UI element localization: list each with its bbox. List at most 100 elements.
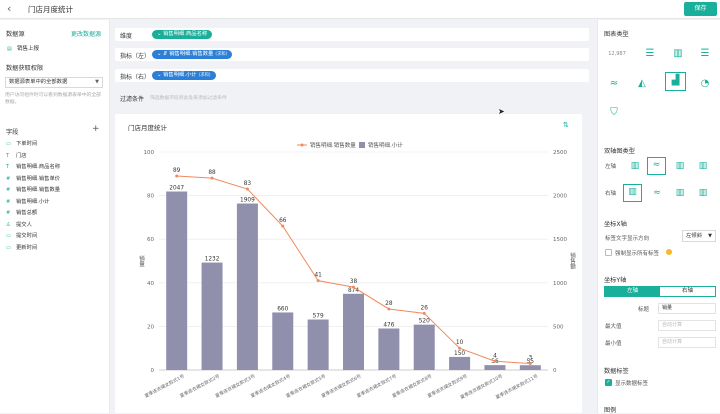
y-left-axis-title: 销量 [138, 254, 145, 268]
y-title-input[interactable]: 销量 [658, 303, 716, 314]
field-item[interactable]: ▭ 更新时间 [6, 243, 60, 255]
form-icon: ▤ [7, 46, 12, 52]
bar [166, 191, 188, 370]
field-item[interactable]: ▭ 下单时间 [6, 139, 60, 151]
number-card-icon[interactable]: 12,987 [608, 51, 626, 57]
field-item[interactable]: ▭ 提交时间 [6, 231, 60, 243]
metric-left-chip[interactable]: ⌄ ⇵ 销售明细.销售数量 (求和) [152, 50, 233, 59]
table-icon[interactable]: ☰ [645, 48, 655, 59]
line-point [387, 307, 391, 311]
field-item[interactable]: ♙ 提交人 [6, 220, 60, 232]
user-icon: ♙ [6, 221, 11, 228]
add-field-icon[interactable]: + [92, 124, 100, 134]
dimension-bar: 维度 ⌄ 销售明细.商品名称 [115, 28, 589, 41]
metric-left-label: 指标（左） [120, 53, 151, 60]
field-item[interactable]: # 销售总额 [6, 208, 60, 220]
field-label: 提交人 [16, 221, 32, 228]
permission-select[interactable]: 数据源表单中的全部数据 ▼ [5, 77, 103, 88]
line-data-label: 26 [421, 305, 429, 311]
chart-settings-icon[interactable]: ⇅ [563, 121, 569, 129]
field-label: 门店 [16, 152, 27, 159]
y-max-input[interactable]: 自动计算 [658, 320, 716, 331]
x-label-direction-select[interactable]: 左倾斜 ▼ [682, 230, 716, 242]
right-axis-line-icon[interactable]: ≈ [653, 188, 661, 198]
field-label: 销售总额 [16, 210, 38, 216]
bar-data-label: 520 [419, 319, 430, 325]
permission-hint: 用户访问组件时可以看到数据源表单中的全部数据。 [5, 93, 101, 105]
x-label-direction-label: 标签文字显示方向 [605, 236, 650, 242]
bar [378, 328, 400, 370]
bar [484, 365, 506, 370]
tab-right-axis[interactable]: 右轴 [681, 288, 693, 294]
dimension-chip[interactable]: ⌄ 销售明细.商品名称 [152, 30, 213, 39]
chart-card: 门店月度统计 ⇅ 0 20 40 60 80 100 0 500 1000 1500 2000 250… [115, 114, 582, 413]
field-item[interactable]: # 销售明细.销售单价 [6, 174, 60, 186]
permission-heading: 数据获取权限 [6, 65, 44, 72]
top-bar: ‹ 门店月度统计 保存 [0, 0, 720, 19]
line-chart-icon[interactable]: ≈ [609, 78, 619, 89]
left-axis-line-icon[interactable]: ≈ [647, 157, 666, 175]
line-point [493, 359, 497, 363]
bar-chart-icon[interactable]: ☰ [700, 48, 710, 59]
line-data-label: 3 [528, 355, 532, 361]
y-right-axis-title: 销售额 [569, 252, 576, 271]
y-right-tick-label: 2000 [553, 194, 567, 200]
chevron-down-icon: ▼ [708, 233, 712, 239]
bar-data-label: 579 [313, 314, 324, 320]
tab-left-axis[interactable]: 左轴 [605, 287, 660, 296]
datasource-item[interactable]: ▤ 销售上报 [7, 46, 40, 52]
right-axis-area-icon[interactable]: ▥ [675, 188, 685, 198]
right-axis-bar-icon[interactable]: ▥ [623, 184, 642, 202]
bar [343, 293, 364, 370]
field-label: 更新时间 [16, 244, 38, 251]
text-icon: T [6, 152, 10, 159]
line-data-label: 83 [244, 181, 252, 187]
line-point [175, 174, 179, 178]
field-label: 下单时间 [16, 141, 38, 147]
help-icon[interactable] [666, 249, 672, 255]
funnel-chart-icon[interactable]: ⛉ [610, 107, 618, 118]
filter-placeholder: 筛选数据字段到此处来添加过滤条件 [150, 96, 227, 101]
legend-label: 销售明细.销售数量 [310, 141, 356, 149]
data-labels-heading: 数据标签 [604, 368, 629, 375]
column-chart-icon[interactable]: ▥ [673, 48, 683, 59]
field-item[interactable]: # 销售明细.销售数量 [6, 185, 60, 197]
bar-data-label: 1909 [240, 198, 255, 204]
right-axis-stack-icon[interactable]: ▥ [698, 188, 708, 198]
field-item[interactable]: T 门店 [6, 151, 60, 163]
line-data-label: 41 [314, 273, 322, 279]
chevron-left-icon[interactable]: ‹ [7, 2, 12, 15]
bar [236, 203, 258, 370]
force-labels-checkbox[interactable] [605, 249, 612, 256]
left-axis-bar-icon[interactable]: ▥ [630, 161, 640, 171]
date-icon: ▭ [6, 233, 11, 239]
left-axis-area-icon[interactable]: ▥ [675, 161, 685, 171]
y-left-tick-label: 20 [147, 324, 154, 330]
dimension-label: 维度 [120, 33, 133, 40]
y-min-input[interactable]: 自动计算 [658, 337, 716, 348]
field-label: 销售明细.销售单价 [16, 175, 61, 182]
y-left-tick-label: 100 [144, 150, 155, 156]
bar [449, 356, 471, 370]
y-axis-heading: 坐标Y轴 [604, 277, 627, 284]
line-data-label: 66 [279, 218, 287, 224]
dual-axis-chart-icon[interactable]: ▟ [665, 72, 686, 91]
line-point [281, 224, 285, 228]
left-axis-stack-icon[interactable]: ▥ [698, 161, 708, 171]
filter-bar[interactable]: 过滤条件 筛选数据字段到此处来添加过滤条件 [115, 91, 589, 104]
change-datasource-link[interactable]: 更改数据源 [71, 31, 102, 38]
chart-type-heading: 图表类型 [604, 31, 629, 38]
field-item[interactable]: # 销售明细.小计 [6, 197, 60, 209]
metric-right-chip[interactable]: ⌄ 销售明细.小计 (求和) [152, 71, 216, 80]
line-data-label: 88 [208, 170, 216, 176]
pie-chart-icon[interactable]: ◔ [700, 78, 710, 89]
area-chart-icon[interactable]: ◭ [638, 78, 646, 89]
line-data-label: 28 [385, 301, 393, 307]
force-labels-label: 强制显示所有标签 [615, 251, 660, 257]
field-item[interactable]: T 销售明细.商品名称 [6, 162, 60, 174]
show-data-labels-checkbox[interactable]: ✓ [605, 379, 612, 386]
line-data-label: 10 [456, 340, 464, 346]
save-button[interactable]: 保存 [684, 2, 717, 16]
line-point [352, 285, 355, 289]
number-icon: # [6, 187, 11, 193]
